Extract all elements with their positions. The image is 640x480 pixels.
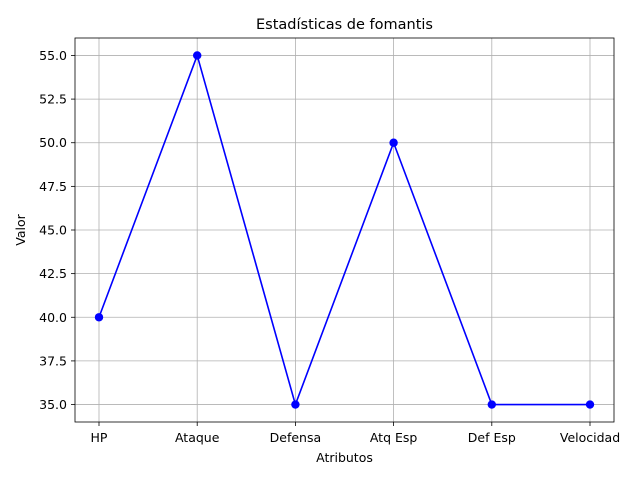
chart-title: Estadísticas de fomantis: [256, 17, 433, 33]
series-group: [94, 51, 595, 409]
y-tick-label: 40.0: [39, 310, 67, 325]
data-point: [487, 400, 496, 409]
data-point: [94, 313, 104, 322]
x-tick-label: Ataque: [175, 430, 220, 445]
y-tick-label: 35.0: [39, 397, 67, 412]
data-point: [193, 51, 202, 60]
x-tick-label: Atq Esp: [370, 430, 418, 445]
data-point: [389, 138, 398, 147]
y-tick-label: 50.0: [39, 135, 67, 150]
x-tick-label: Def Esp: [468, 430, 516, 445]
x-tick-label: Defensa: [270, 430, 322, 445]
y-tick-label: 45.0: [39, 223, 67, 238]
x-axis-label: Atributos: [316, 450, 373, 465]
y-tick-label: 47.5: [39, 179, 67, 194]
data-point: [585, 400, 595, 409]
grid-lines: [75, 38, 614, 422]
x-tick-label: HP: [91, 430, 108, 445]
y-axis-ticks: 35.0 37.5 40.0 42.5 45.0 47.5 50.0 52.5 55.0: [39, 48, 75, 412]
y-tick-label: 55.0: [39, 48, 67, 63]
x-tick-label: Velocidad: [560, 430, 620, 445]
x-axis-ticks: HP Ataque Defensa Atq Esp Def Esp Velocidad: [91, 422, 620, 445]
data-point: [291, 400, 300, 409]
series-line: [98, 52, 590, 408]
y-tick-label: 52.5: [39, 92, 67, 107]
y-tick-label: 37.5: [39, 353, 67, 368]
y-tick-label: 42.5: [39, 266, 67, 281]
y-axis-label: Valor: [13, 213, 28, 245]
